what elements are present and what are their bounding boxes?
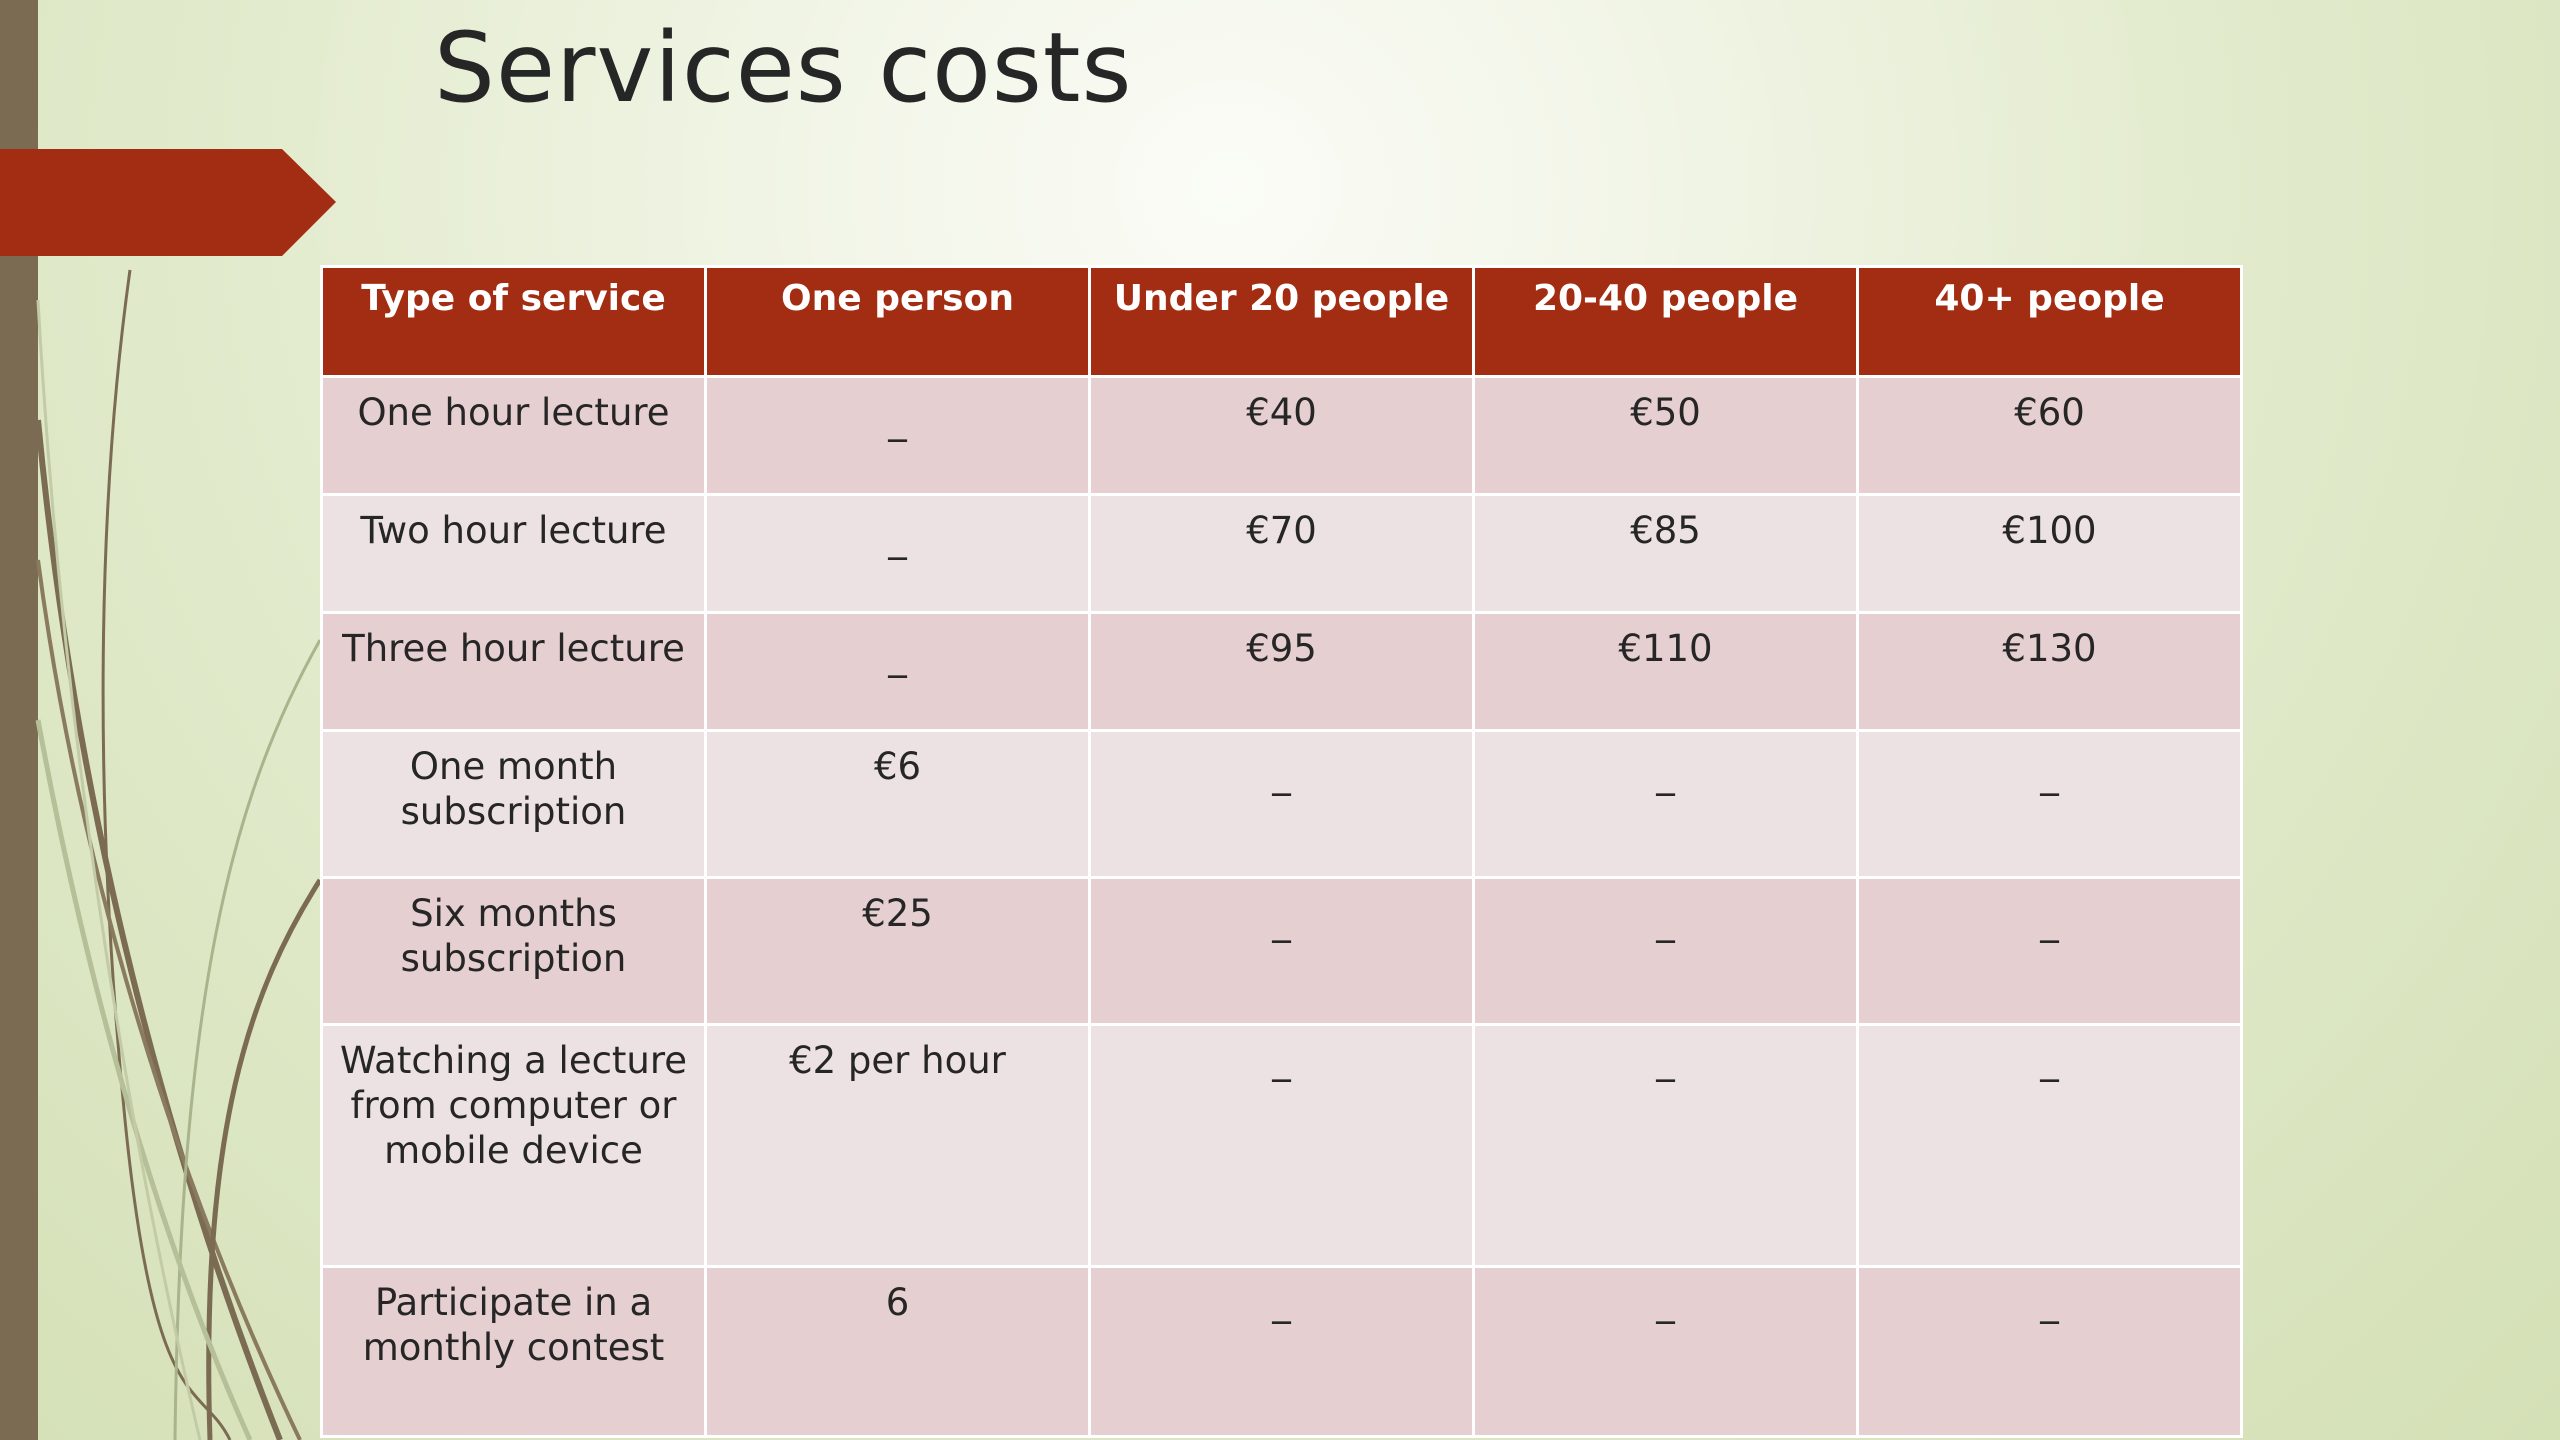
header-20-40-people: 20-40 people — [1472, 265, 1859, 378]
table-row: One month subscription €6 _ _ _ — [320, 729, 2243, 879]
under-20-value: _ — [1272, 900, 1291, 943]
table-header-row: Type of service One person Under 20 peop… — [320, 265, 2243, 378]
under-20-value: _ — [1272, 1281, 1291, 1324]
one-person-cell: 6 — [704, 1265, 1091, 1438]
20-40-cell: _ — [1472, 1265, 1859, 1438]
40-plus-cell: _ — [1856, 1265, 2243, 1438]
under-20-cell: €40 — [1088, 375, 1475, 496]
40-plus-cell: _ — [1856, 1023, 2243, 1268]
20-40-cell: _ — [1472, 729, 1859, 879]
service-name-cell: Six months subscription — [320, 876, 707, 1026]
under-20-cell: €70 — [1088, 493, 1475, 614]
header-under-20-people: Under 20 people — [1088, 265, 1475, 378]
under-20-cell: _ — [1088, 876, 1475, 1026]
20-40-value: _ — [1656, 1039, 1675, 1082]
header-40-plus-people: 40+ people — [1856, 265, 2243, 378]
one-person-cell: _ — [704, 375, 1091, 496]
20-40-value: _ — [1656, 900, 1675, 943]
40-plus-value: _ — [2040, 900, 2059, 943]
under-20-cell: _ — [1088, 729, 1475, 879]
title-arrow-banner — [0, 149, 336, 256]
20-40-cell: €50 — [1472, 375, 1859, 496]
table-row: Three hour lecture _ €95 €110 €130 — [320, 611, 2243, 732]
slide-title: Services costs — [434, 12, 1133, 124]
40-plus-cell: €100 — [1856, 493, 2243, 614]
table-row: Participate in a monthly contest 6 _ _ _ — [320, 1265, 2243, 1438]
under-20-value: _ — [1272, 1039, 1291, 1082]
table-row: One hour lecture _ €40 €50 €60 — [320, 375, 2243, 496]
service-name-cell: Three hour lecture — [320, 611, 707, 732]
40-plus-cell: €60 — [1856, 375, 2243, 496]
40-plus-value: _ — [2040, 1281, 2059, 1324]
20-40-cell: €110 — [1472, 611, 1859, 732]
service-name-cell: Participate in a monthly contest — [320, 1265, 707, 1438]
services-costs-table: Type of service One person Under 20 peop… — [320, 265, 2243, 1438]
service-name-cell: One month subscription — [320, 729, 707, 879]
header-type-of-service: Type of service — [320, 265, 707, 378]
20-40-cell: _ — [1472, 1023, 1859, 1268]
one-person-cell: _ — [704, 611, 1091, 732]
40-plus-cell: _ — [1856, 729, 2243, 879]
one-person-value: _ — [888, 635, 907, 678]
under-20-cell: €95 — [1088, 611, 1475, 732]
service-name-cell: Watching a lecture from computer or mobi… — [320, 1023, 707, 1268]
decorative-swooshes — [35, 269, 323, 1440]
20-40-value: _ — [1656, 1281, 1675, 1324]
20-40-cell: €85 — [1472, 493, 1859, 614]
header-one-person: One person — [704, 265, 1091, 378]
under-20-value: _ — [1272, 753, 1291, 796]
service-name-cell: Two hour lecture — [320, 493, 707, 614]
20-40-value: _ — [1656, 753, 1675, 796]
40-plus-value: _ — [2040, 753, 2059, 796]
one-person-value: _ — [888, 517, 907, 560]
table-row: Two hour lecture _ €70 €85 €100 — [320, 493, 2243, 614]
40-plus-cell: _ — [1856, 876, 2243, 1026]
table-row: Six months subscription €25 _ _ _ — [320, 876, 2243, 1026]
one-person-cell: €25 — [704, 876, 1091, 1026]
service-name-cell: One hour lecture — [320, 375, 707, 496]
under-20-cell: _ — [1088, 1023, 1475, 1268]
under-20-cell: _ — [1088, 1265, 1475, 1438]
40-plus-cell: €130 — [1856, 611, 2243, 732]
40-plus-value: _ — [2040, 1039, 2059, 1082]
one-person-cell: €2 per hour — [704, 1023, 1091, 1268]
20-40-cell: _ — [1472, 876, 1859, 1026]
table-row: Watching a lecture from computer or mobi… — [320, 1023, 2243, 1268]
one-person-cell: €6 — [704, 729, 1091, 879]
one-person-cell: _ — [704, 493, 1091, 614]
one-person-value: _ — [888, 399, 907, 442]
